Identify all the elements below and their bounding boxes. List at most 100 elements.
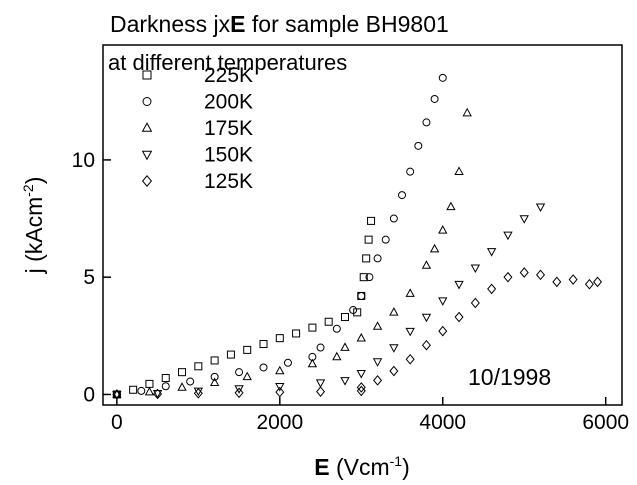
data-point bbox=[356, 385, 366, 397]
data-point bbox=[357, 291, 366, 300]
chart-title: Darkness jxE for sample BH9801 bbox=[110, 11, 449, 37]
data-point bbox=[340, 342, 350, 351]
data-point bbox=[308, 323, 317, 332]
y-label-part: ) bbox=[21, 177, 47, 185]
data-point bbox=[356, 370, 366, 379]
data-point bbox=[421, 339, 431, 351]
data-point bbox=[421, 260, 432, 269]
data-point bbox=[519, 215, 529, 224]
data-point bbox=[389, 344, 399, 353]
legend-marker bbox=[141, 150, 153, 161]
x-tick-label: 6000 bbox=[582, 411, 629, 434]
data-point bbox=[381, 235, 390, 244]
data-point bbox=[373, 254, 382, 263]
data-point bbox=[349, 306, 358, 315]
data-point bbox=[209, 377, 220, 387]
data-point bbox=[178, 368, 187, 377]
data-point bbox=[365, 273, 374, 282]
data-point bbox=[373, 375, 383, 386]
data-point bbox=[283, 358, 292, 367]
data-point bbox=[275, 365, 285, 375]
data-point bbox=[145, 379, 154, 388]
data-point bbox=[332, 351, 342, 361]
data-point bbox=[210, 356, 219, 365]
x-tick-label: 4000 bbox=[419, 411, 466, 434]
data-point bbox=[462, 107, 472, 117]
data-point bbox=[161, 374, 170, 383]
data-point bbox=[414, 141, 423, 150]
data-point bbox=[398, 191, 407, 200]
data-point bbox=[353, 308, 362, 317]
legend-label: 200K bbox=[204, 91, 253, 114]
data-point bbox=[359, 273, 368, 282]
title-part: for sample BH9801 bbox=[246, 11, 449, 37]
y-axis-label: j (kAcm-2) bbox=[20, 177, 47, 275]
data-point bbox=[584, 278, 594, 290]
data-point bbox=[186, 377, 195, 386]
title-part: Darkness jx bbox=[110, 11, 231, 37]
data-point bbox=[210, 372, 219, 381]
x-label-part: -1 bbox=[390, 453, 403, 469]
data-point bbox=[340, 313, 349, 322]
data-point bbox=[243, 345, 252, 354]
data-point bbox=[226, 350, 235, 359]
x-axis-label: E (Vcm-1) bbox=[314, 453, 410, 480]
y-tick-label: 10 bbox=[72, 149, 95, 172]
data-point bbox=[129, 385, 138, 394]
data-point bbox=[372, 358, 383, 367]
legend-label: 175K bbox=[204, 117, 253, 140]
data-point bbox=[438, 73, 447, 82]
data-point bbox=[438, 297, 448, 306]
data-point bbox=[470, 264, 481, 274]
data-point bbox=[324, 317, 333, 326]
data-point bbox=[367, 216, 376, 225]
data-point bbox=[152, 389, 163, 399]
data-point bbox=[405, 288, 415, 297]
data-point bbox=[486, 248, 497, 257]
data-point bbox=[315, 379, 326, 388]
data-point bbox=[422, 118, 431, 127]
data-point bbox=[356, 382, 366, 393]
data-point bbox=[446, 201, 456, 211]
x-tick-label: 0 bbox=[111, 411, 123, 434]
data-point bbox=[503, 271, 513, 283]
data-point bbox=[112, 389, 122, 400]
data-point bbox=[144, 386, 155, 396]
data-point bbox=[470, 297, 480, 309]
y-label-part: j (kAcm bbox=[21, 197, 47, 275]
data-point bbox=[454, 311, 464, 323]
data-point bbox=[275, 382, 285, 392]
x-label-part: E bbox=[314, 454, 329, 480]
data-point bbox=[429, 243, 440, 253]
data-point bbox=[356, 332, 366, 342]
data-point bbox=[430, 94, 439, 103]
data-point bbox=[389, 307, 399, 316]
data-point bbox=[161, 382, 170, 391]
data-point bbox=[454, 166, 464, 175]
data-point bbox=[487, 283, 497, 295]
legend-label: 150K bbox=[204, 144, 253, 167]
data-point bbox=[405, 353, 415, 365]
data-point bbox=[519, 267, 529, 278]
data-point bbox=[292, 329, 301, 338]
annotation: 10/1998 bbox=[468, 364, 551, 390]
data-point bbox=[454, 280, 464, 290]
data-point bbox=[275, 334, 284, 343]
x-label-part: ) bbox=[402, 454, 410, 480]
data-point bbox=[194, 362, 203, 371]
data-point bbox=[259, 340, 268, 349]
legend-marker bbox=[142, 70, 152, 80]
data-point bbox=[421, 313, 432, 323]
data-point bbox=[177, 382, 187, 391]
title-part: E bbox=[230, 11, 245, 37]
data-point bbox=[340, 377, 350, 386]
legend-marker bbox=[142, 97, 152, 106]
data-point bbox=[362, 254, 371, 263]
legend-marker bbox=[141, 122, 153, 132]
data-point bbox=[307, 358, 318, 368]
data-point bbox=[438, 325, 448, 337]
x-label-part: (Vcm bbox=[330, 454, 390, 480]
data-point bbox=[503, 231, 513, 241]
data-point bbox=[112, 389, 122, 398]
